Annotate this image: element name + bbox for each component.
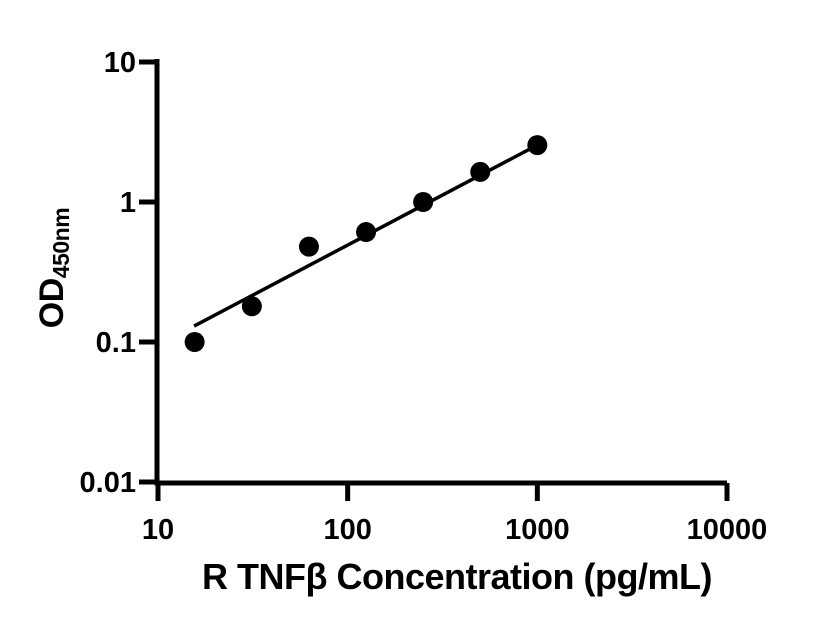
data-point <box>527 135 548 156</box>
data-point <box>184 332 205 352</box>
x-tick-label: 10000 <box>687 514 768 546</box>
y-tick-label: 1 <box>120 187 136 219</box>
data-point <box>413 192 434 212</box>
y-tick-label: 0.1 <box>96 327 136 359</box>
data-point <box>241 296 262 317</box>
y-tick-label: 0.01 <box>80 467 136 499</box>
y-tick-label: 10 <box>104 47 136 79</box>
axis-spine <box>154 59 727 486</box>
x-tick-label: 100 <box>323 514 371 546</box>
x-tick-label: 1000 <box>505 514 570 546</box>
y-axis-title-subscript: 450nm <box>48 207 74 279</box>
x-tick-label: 10 <box>142 514 174 546</box>
y-axis-title-main: OD <box>33 278 71 329</box>
data-point <box>470 161 491 182</box>
x-axis-title: R TNFβ Concentration (pg/mL) <box>202 556 712 597</box>
data-point <box>298 236 319 257</box>
data-point <box>356 222 377 243</box>
